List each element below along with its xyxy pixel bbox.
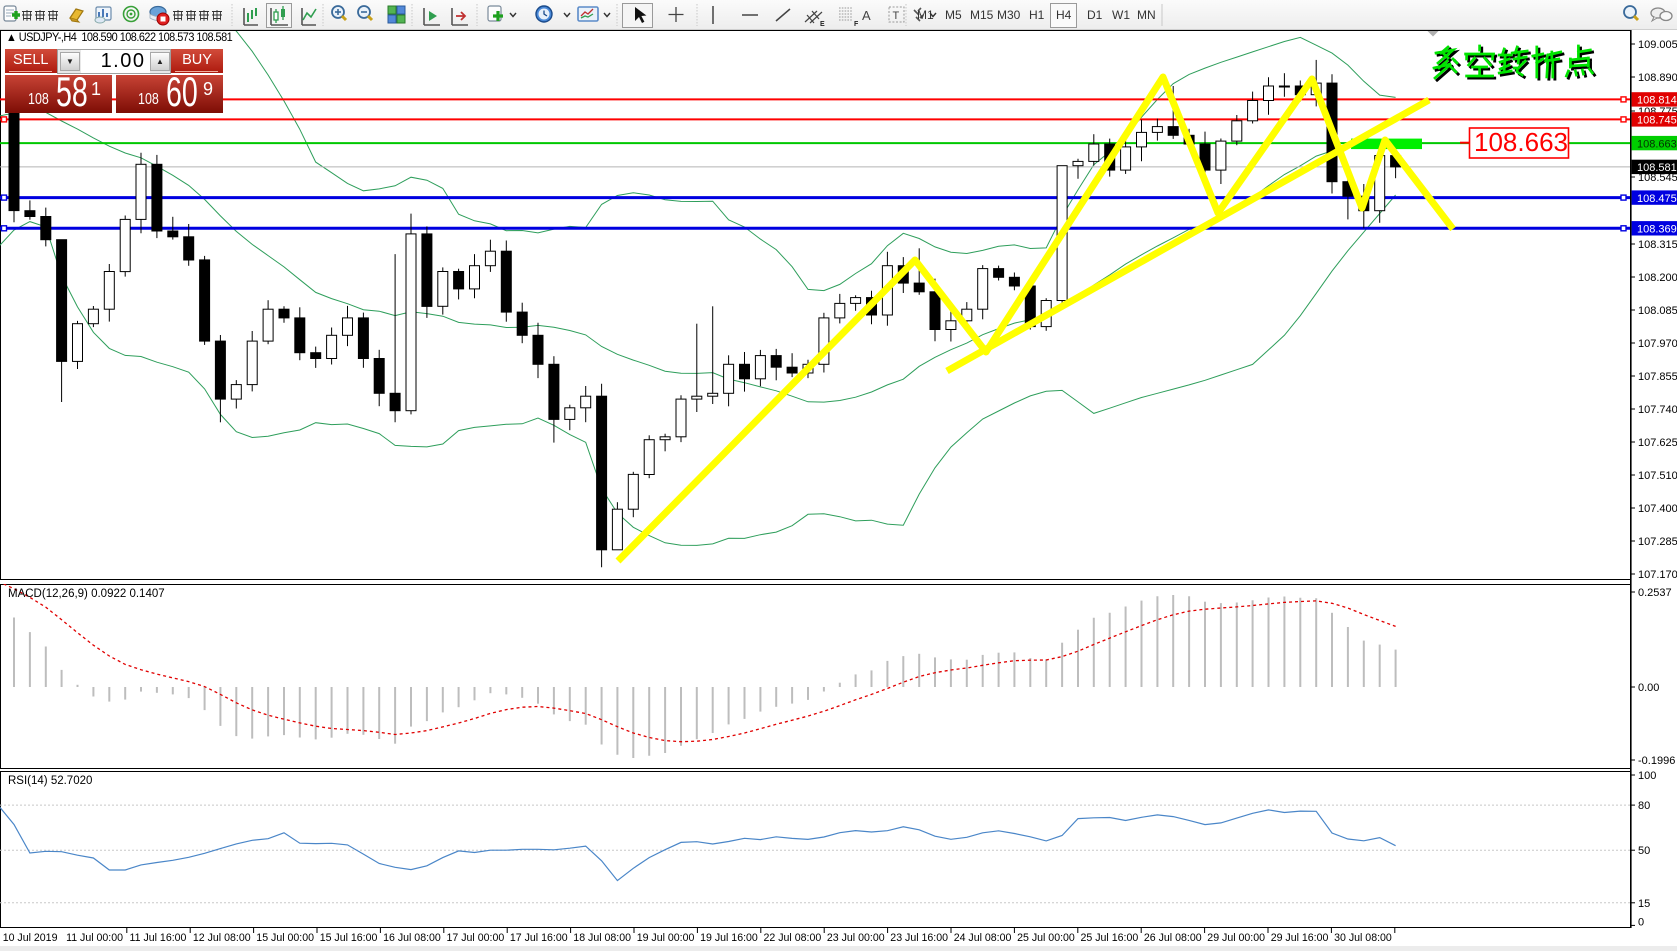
svg-text:22 Jul 08:00: 22 Jul 08:00 — [764, 932, 822, 944]
svg-text:-0.1996: -0.1996 — [1638, 755, 1675, 767]
svg-text:108.581: 108.581 — [1637, 162, 1677, 174]
svg-text:11 Jul 16:00: 11 Jul 16:00 — [130, 932, 187, 944]
svg-text:29 Jul 16:00: 29 Jul 16:00 — [1271, 932, 1329, 944]
svg-text:15 Jul 16:00: 15 Jul 16:00 — [320, 932, 378, 944]
svg-text:M5: M5 — [945, 8, 962, 22]
svg-text:0.2537: 0.2537 — [1638, 587, 1672, 599]
svg-text:19 Jul 16:00: 19 Jul 16:00 — [700, 932, 758, 944]
svg-text:50: 50 — [1638, 845, 1650, 857]
svg-text:108.890: 108.890 — [1638, 72, 1677, 84]
svg-text:108.545: 108.545 — [1638, 172, 1677, 184]
svg-text:108.085: 108.085 — [1638, 305, 1677, 317]
svg-text:30 Jul 08:00: 30 Jul 08:00 — [1334, 932, 1392, 944]
svg-text:108.663: 108.663 — [1474, 127, 1568, 157]
svg-text:17 Jul 00:00: 17 Jul 00:00 — [447, 932, 505, 944]
svg-text:15 Jul 00:00: 15 Jul 00:00 — [256, 932, 314, 944]
svg-text:107.740: 107.740 — [1638, 404, 1677, 416]
svg-text:M30: M30 — [997, 8, 1021, 22]
svg-text:15: 15 — [1638, 898, 1650, 910]
svg-text:E: E — [820, 21, 825, 28]
svg-text:29 Jul 00:00: 29 Jul 00:00 — [1207, 932, 1265, 944]
svg-text:25 Jul 00:00: 25 Jul 00:00 — [1017, 932, 1075, 944]
svg-text:108.315: 108.315 — [1638, 239, 1677, 251]
svg-text:23 Jul 16:00: 23 Jul 16:00 — [890, 932, 948, 944]
svg-text:0: 0 — [1638, 917, 1644, 929]
svg-text:M1: M1 — [917, 8, 934, 22]
svg-text:25 Jul 16:00: 25 Jul 16:00 — [1081, 932, 1139, 944]
svg-text:H1: H1 — [1029, 8, 1045, 22]
svg-text:26 Jul 08:00: 26 Jul 08:00 — [1144, 932, 1202, 944]
svg-text:T: T — [893, 10, 900, 22]
svg-text:W1: W1 — [1112, 8, 1130, 22]
svg-text:80: 80 — [1638, 800, 1650, 812]
svg-text:107.285: 107.285 — [1638, 536, 1677, 548]
svg-text:107.400: 107.400 — [1638, 503, 1677, 515]
svg-text:107.625: 107.625 — [1638, 437, 1677, 449]
svg-text:100: 100 — [1638, 770, 1656, 782]
svg-text:10 Jul 2019: 10 Jul 2019 — [3, 932, 58, 944]
svg-text:F: F — [854, 21, 859, 28]
svg-text:108.814: 108.814 — [1637, 95, 1677, 107]
svg-text:108.369: 108.369 — [1637, 224, 1677, 236]
svg-text:0.00: 0.00 — [1638, 682, 1659, 694]
svg-text:11 Jul 00:00: 11 Jul 00:00 — [66, 932, 123, 944]
svg-text:M15: M15 — [970, 8, 994, 22]
svg-text:17 Jul 16:00: 17 Jul 16:00 — [510, 932, 568, 944]
svg-text:108.663: 108.663 — [1637, 138, 1677, 150]
svg-text:18 Jul 08:00: 18 Jul 08:00 — [573, 932, 631, 944]
svg-text:107.855: 107.855 — [1638, 371, 1677, 383]
svg-text:16 Jul 08:00: 16 Jul 08:00 — [383, 932, 441, 944]
svg-text:107.170: 107.170 — [1638, 569, 1677, 581]
svg-text:D1: D1 — [1087, 8, 1103, 22]
svg-text:MN: MN — [1137, 8, 1156, 22]
svg-text:12 Jul 08:00: 12 Jul 08:00 — [193, 932, 251, 944]
svg-text:108.745: 108.745 — [1637, 115, 1677, 127]
svg-text:108.200: 108.200 — [1638, 272, 1677, 284]
svg-text:H4: H4 — [1056, 8, 1072, 22]
svg-text:24 Jul 08:00: 24 Jul 08:00 — [954, 932, 1012, 944]
svg-text:A: A — [862, 8, 871, 23]
svg-text:107.970: 107.970 — [1638, 338, 1677, 350]
svg-text:109.005: 109.005 — [1638, 39, 1677, 51]
svg-text:107.510: 107.510 — [1638, 470, 1677, 482]
svg-text:19 Jul 00:00: 19 Jul 00:00 — [637, 932, 695, 944]
svg-text:108.475: 108.475 — [1637, 193, 1677, 205]
svg-text:23 Jul 00:00: 23 Jul 00:00 — [827, 932, 885, 944]
